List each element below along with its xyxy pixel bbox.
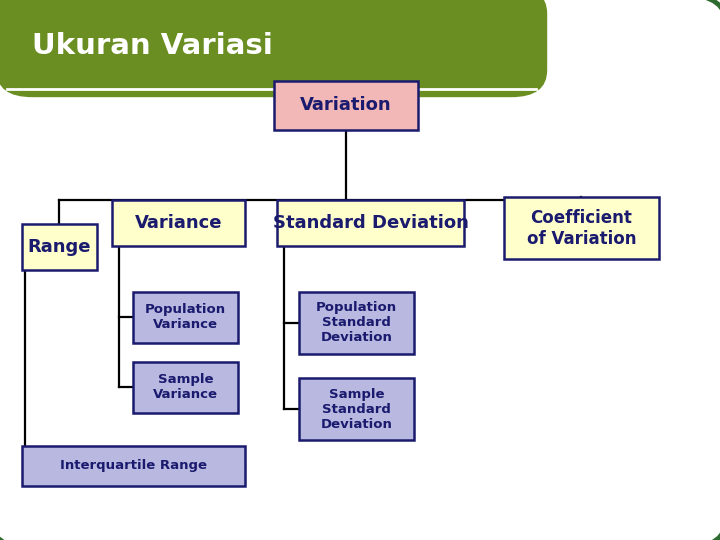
Bar (504, 197, 659, 259)
Bar (274, 81, 418, 130)
Bar (277, 200, 464, 246)
Text: Population
Variance: Population Variance (145, 303, 226, 331)
Bar (133, 362, 238, 413)
Bar (22, 446, 245, 486)
Bar (133, 292, 238, 343)
Text: Range: Range (27, 238, 91, 256)
Text: Sample
Variance: Sample Variance (153, 374, 218, 401)
Text: Variance: Variance (135, 214, 222, 232)
Text: Standard Deviation: Standard Deviation (273, 214, 469, 232)
Text: Variation: Variation (300, 96, 392, 114)
Text: Sample
Standard
Deviation: Sample Standard Deviation (320, 388, 392, 430)
Bar (22, 224, 97, 270)
Text: Coefficient
of Variation: Coefficient of Variation (526, 209, 636, 247)
Text: Ukuran Variasi: Ukuran Variasi (32, 32, 274, 60)
Bar (299, 292, 414, 354)
Text: Population
Standard
Deviation: Population Standard Deviation (316, 301, 397, 344)
Bar (112, 200, 245, 246)
Text: Interquartile Range: Interquartile Range (60, 459, 207, 472)
FancyBboxPatch shape (0, 0, 547, 97)
Bar (299, 378, 414, 440)
